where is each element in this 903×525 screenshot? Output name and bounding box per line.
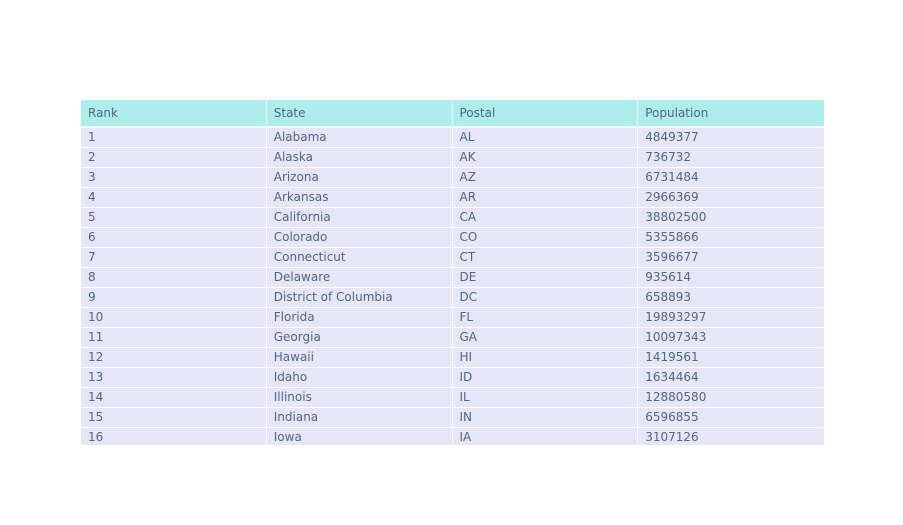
table-cell-population: 3107126 (638, 428, 824, 445)
table-cell-postal: GA (452, 328, 639, 348)
table-cell-population: 38802500 (638, 208, 824, 228)
table-cell-rank: 11 (81, 328, 267, 348)
table-cell-postal: IL (452, 388, 639, 408)
table-row: 12 Hawaii HI 1419561 (81, 348, 824, 368)
table-row: 10 Florida FL 19893297 (81, 308, 824, 328)
table-cell-population: 6596855 (638, 408, 824, 428)
table-cell-population: 12880580 (638, 388, 824, 408)
table-cell-population: 19893297 (638, 308, 824, 328)
table-cell-postal: DE (452, 268, 639, 288)
table-row: 3 Arizona AZ 6731484 (81, 168, 824, 188)
table-row: 13 Idaho ID 1634464 (81, 368, 824, 388)
table-cell-population: 6731484 (638, 168, 824, 188)
table-row: 9 District of Columbia DC 658893 (81, 288, 824, 308)
table-row: 6 Colorado CO 5355866 (81, 228, 824, 248)
table-cell-postal: FL (452, 308, 639, 328)
table-cell-state: Arkansas (266, 188, 453, 208)
table-cell-rank: 10 (81, 308, 267, 328)
table-cell-state: Colorado (266, 228, 453, 248)
table-cell-postal: IN (452, 408, 639, 428)
header-cell-population: Population (638, 100, 824, 128)
table-cell-state: Illinois (266, 388, 453, 408)
table-cell-postal: HI (452, 348, 639, 368)
table-cell-population: 10097343 (638, 328, 824, 348)
table-cell-population: 935614 (638, 268, 824, 288)
table-cell-postal: DC (452, 288, 639, 308)
table-header: Rank State Postal Population (81, 100, 824, 128)
table-cell-state: Iowa (266, 428, 453, 445)
table-cell-state: California (266, 208, 453, 228)
table-row: 14 Illinois IL 12880580 (81, 388, 824, 408)
table-row: 2 Alaska AK 736732 (81, 148, 824, 168)
table-cell-rank: 14 (81, 388, 267, 408)
table-cell-postal: AR (452, 188, 639, 208)
table-cell-population: 3596677 (638, 248, 824, 268)
table-cell-state: District of Columbia (266, 288, 453, 308)
table-row: 16 Iowa IA 3107126 (81, 428, 824, 445)
table-cell-rank: 6 (81, 228, 267, 248)
table-cell-state: Florida (266, 308, 453, 328)
table-cell-rank: 12 (81, 348, 267, 368)
table-cell-postal: AK (452, 148, 639, 168)
table-cell-rank: 13 (81, 368, 267, 388)
table-row: 5 California CA 38802500 (81, 208, 824, 228)
table-cell-rank: 5 (81, 208, 267, 228)
header-cell-state: State (266, 100, 453, 128)
table-cell-rank: 8 (81, 268, 267, 288)
table-cell-postal: AL (452, 128, 639, 148)
table-cell-rank: 16 (81, 428, 267, 445)
table-cell-rank: 1 (81, 128, 267, 148)
table-cell-state: Idaho (266, 368, 453, 388)
table-cell-state: Hawaii (266, 348, 453, 368)
table-container[interactable]: Rank State Postal Population 1 Alabama AL 4… (81, 100, 824, 445)
table-cell-rank: 15 (81, 408, 267, 428)
table-row: 8 Delaware DE 935614 (81, 268, 824, 288)
table-cell-postal: IA (452, 428, 639, 445)
table-cell-population: 5355866 (638, 228, 824, 248)
table-cell-postal: CT (452, 248, 639, 268)
table-cell-population: 1419561 (638, 348, 824, 368)
header-cell-postal: Postal (452, 100, 639, 128)
table-cell-state: Indiana (266, 408, 453, 428)
table-cell-state: Connecticut (266, 248, 453, 268)
table-cell-population: 658893 (638, 288, 824, 308)
table-cell-postal: CA (452, 208, 639, 228)
table-row: 11 Georgia GA 10097343 (81, 328, 824, 348)
table-cell-state: Delaware (266, 268, 453, 288)
table-row: 7 Connecticut CT 3596677 (81, 248, 824, 268)
table-cell-state: Alaska (266, 148, 453, 168)
table-row: 15 Indiana IN 6596855 (81, 408, 824, 428)
table-cell-population: 1634464 (638, 368, 824, 388)
header-row: Rank State Postal Population (81, 100, 824, 128)
table-cell-state: Georgia (266, 328, 453, 348)
table-cell-postal: ID (452, 368, 639, 388)
table-cell-population: 736732 (638, 148, 824, 168)
table-row: 4 Arkansas AR 2966369 (81, 188, 824, 208)
table-cell-postal: AZ (452, 168, 639, 188)
header-cell-rank: Rank (81, 100, 267, 128)
table-cell-rank: 2 (81, 148, 267, 168)
table-cell-rank: 3 (81, 168, 267, 188)
table-body: 1 Alabama AL 4849377 2 Alaska AK 736732 3 Arizona… (81, 128, 824, 445)
table-cell-rank: 4 (81, 188, 267, 208)
table-cell-rank: 7 (81, 248, 267, 268)
table-cell-population: 4849377 (638, 128, 824, 148)
table-cell-population: 2966369 (638, 188, 824, 208)
table-cell-state: Alabama (266, 128, 453, 148)
table-row: 1 Alabama AL 4849377 (81, 128, 824, 148)
table-cell-state: Arizona (266, 168, 453, 188)
population-table: Rank State Postal Population 1 Alabama AL 4… (81, 100, 824, 445)
table-cell-postal: CO (452, 228, 639, 248)
table-cell-rank: 9 (81, 288, 267, 308)
